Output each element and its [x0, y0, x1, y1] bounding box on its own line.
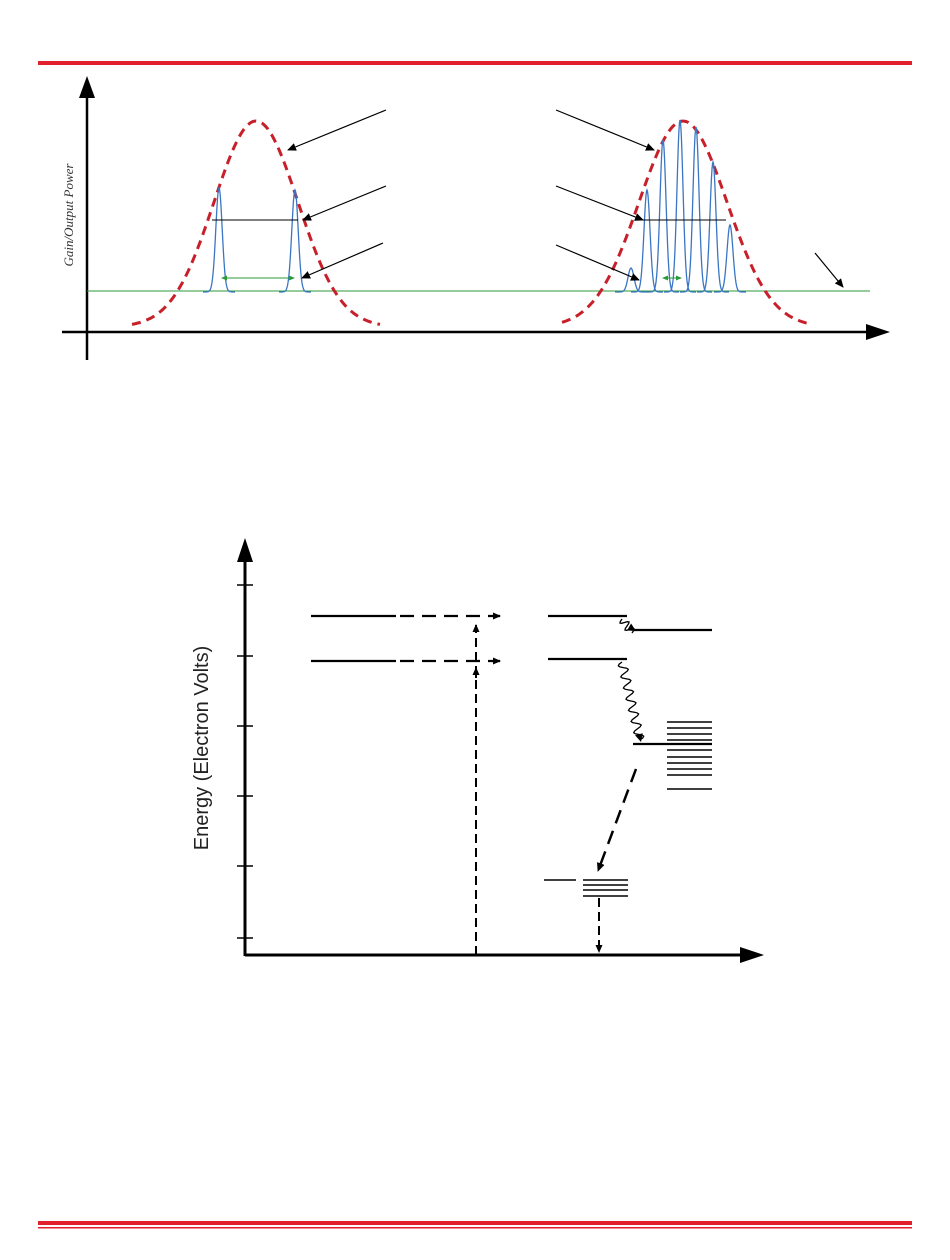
longitudinal-mode	[647, 139, 679, 293]
gain-y-axis-label: Gain/Output Power	[61, 163, 76, 267]
header-rule	[38, 61, 912, 65]
longitudinal-mode	[615, 267, 647, 293]
callout-arrow-gain-right	[555, 109, 655, 151]
energy-band-upper	[667, 721, 712, 790]
energy-y-axis-arrowhead	[237, 538, 253, 562]
longitudinal-mode	[203, 186, 235, 293]
longitudinal-mode	[631, 188, 663, 293]
gain-x-axis-arrowhead	[866, 324, 890, 340]
gain-y-axis-arrowhead	[79, 76, 95, 98]
longitudinal-mode	[279, 188, 311, 293]
energy-band-lower	[583, 879, 628, 897]
modes-left	[203, 186, 311, 293]
longitudinal-mode	[714, 223, 746, 293]
callout-arrow-width-right	[555, 244, 640, 281]
radiative-transition	[596, 768, 638, 872]
longitudinal-mode	[697, 159, 729, 293]
callout-arrow-gain-left	[287, 109, 387, 151]
energy-diagram: Energy (Electron Volts)	[191, 538, 764, 963]
callout-arrow-width-left	[301, 242, 384, 279]
nonradiative-arrowhead	[627, 623, 636, 631]
callout-arrow-spacing-right	[555, 185, 644, 221]
gain-curve-left	[131, 119, 381, 326]
footer-rule-thin	[38, 1227, 912, 1229]
energy-y-axis-label: Energy (Electron Volts)	[191, 646, 213, 851]
energy-x-axis-arrowhead	[740, 947, 764, 963]
longitudinal-mode	[664, 119, 696, 293]
nonradiative-arrowhead	[635, 733, 643, 742]
gain-diagram: Gain/Output Power	[61, 76, 890, 360]
nonradiative-transition-long	[617, 661, 645, 741]
modes-right	[615, 119, 746, 293]
longitudinal-mode	[680, 126, 712, 293]
footer-rule-thick	[38, 1221, 912, 1225]
callout-arrow-spacing-left	[302, 185, 387, 221]
gain-curve-right	[561, 119, 809, 325]
callout-arrow-threshold	[814, 252, 844, 288]
